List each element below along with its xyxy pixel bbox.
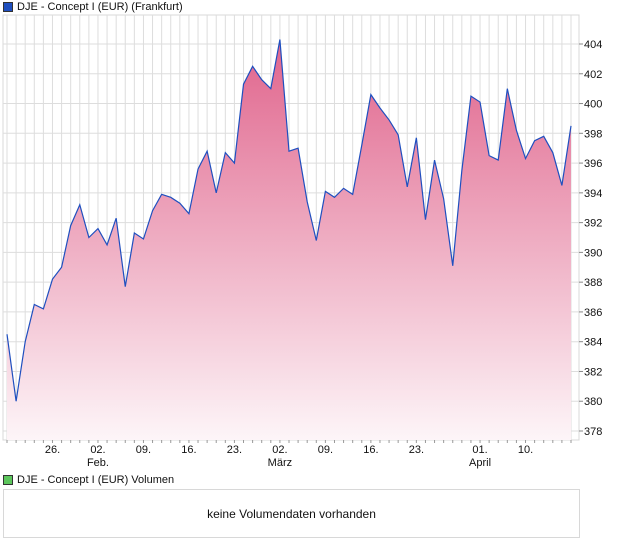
price-legend: DJE - Concept I (EUR) (Frankfurt) (3, 1, 183, 13)
y-tick-label: 392 (584, 218, 602, 230)
y-tick-label: 390 (584, 247, 602, 259)
y-tick-label: 378 (584, 426, 602, 438)
x-tick-label: 16. (363, 444, 378, 456)
volume-panel: keine Volumendaten vorhanden (3, 489, 580, 538)
volume-legend: DJE - Concept I (EUR) Volumen (3, 474, 174, 486)
x-tick-label: 09. (318, 444, 333, 456)
x-tick-label: 26. (45, 444, 60, 456)
y-tick-label: 394 (584, 188, 602, 200)
x-tick-month-label: März (268, 457, 292, 469)
price-area (7, 39, 571, 441)
y-tick-label: 380 (584, 396, 602, 408)
y-tick-label: 398 (584, 128, 602, 140)
price-swatch-icon (3, 2, 13, 12)
x-tick-label: 09. (136, 444, 151, 456)
y-tick-label: 402 (584, 69, 602, 81)
x-tick-label: 16. (181, 444, 196, 456)
price-chart: 378 380 382 384 386 388 390 392 394 396 398 400 402 4… (2, 14, 602, 469)
x-tick-label: 02. (272, 444, 287, 456)
y-tick-label: 400 (584, 99, 602, 111)
y-tick-label: 388 (584, 277, 602, 289)
x-tick-label: 23. (227, 444, 242, 456)
x-tick-month-label: Feb. (87, 457, 109, 469)
x-tick-month-label: April (469, 457, 491, 469)
no-volume-message: keine Volumendaten vorhanden (207, 506, 376, 521)
y-tick-label: 396 (584, 158, 602, 170)
x-tick-label: 01. (472, 444, 487, 456)
y-tick-label: 384 (584, 337, 602, 349)
price-line (6, 39, 572, 402)
x-tick-label: 10. (518, 444, 533, 456)
y-tick-label: 386 (584, 307, 602, 319)
y-tick-label: 382 (584, 366, 602, 378)
price-legend-label: DJE - Concept I (EUR) (Frankfurt) (17, 1, 183, 13)
volume-legend-label: DJE - Concept I (EUR) Volumen (17, 474, 175, 486)
x-tick-label: 23. (409, 444, 424, 456)
volume-swatch-icon (3, 475, 13, 485)
x-tick-label: 02. (90, 444, 105, 456)
y-tick-label: 404 (584, 39, 602, 51)
